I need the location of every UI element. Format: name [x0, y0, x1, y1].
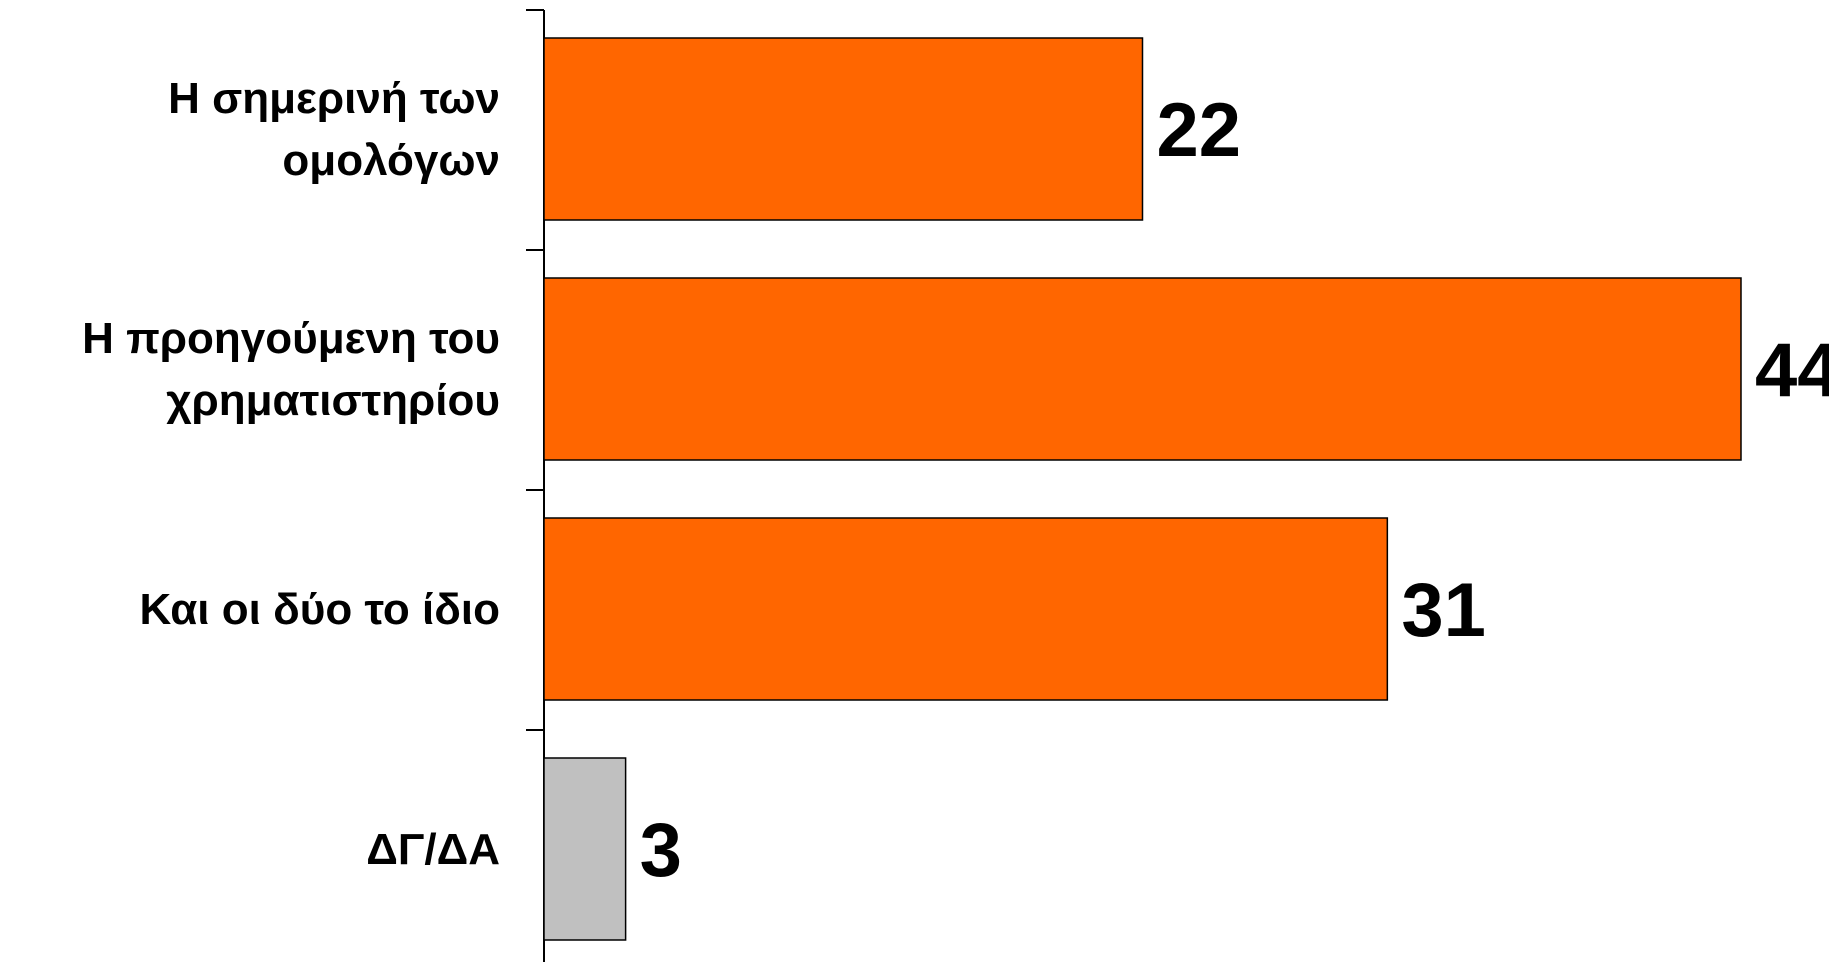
category-label: ομολόγων — [282, 136, 500, 185]
data-label: 31 — [1401, 568, 1486, 653]
bar — [543, 517, 1389, 701]
category-label: Η προηγούμενη του — [82, 314, 500, 363]
category-axis — [526, 9, 545, 962]
bar — [543, 757, 627, 941]
category-label: Και οι δύο το ίδιο — [139, 585, 500, 634]
bars — [543, 37, 1742, 941]
data-label: 44 — [1755, 328, 1829, 413]
bar — [543, 37, 1144, 221]
category-labels: Η σημερινή των ομολόγων Η προηγούμενη του χ… — [82, 74, 500, 874]
data-label: 3 — [640, 808, 682, 893]
category-label: χρηματιστηρίου — [166, 376, 500, 425]
category-label: Η σημερινή των — [168, 74, 500, 123]
value-labels: 22 44 31 3 — [640, 88, 1829, 893]
bar — [543, 277, 1742, 461]
category-label: ΔΓ/ΔΑ — [366, 825, 500, 874]
data-label: 22 — [1157, 88, 1242, 173]
